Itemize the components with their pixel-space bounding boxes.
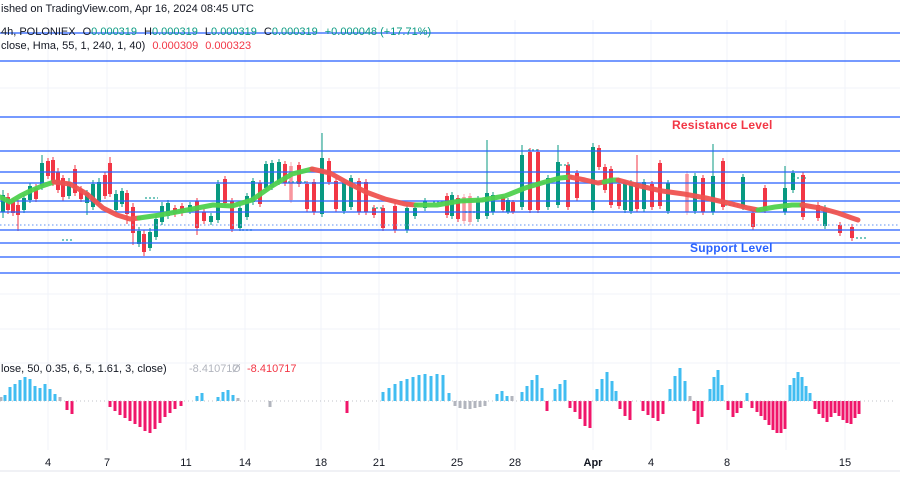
time-axis-tick: 14 (238, 457, 252, 469)
time-axis-tick: 11 (180, 457, 192, 469)
parallel-level-lines[interactable] (0, 32, 900, 274)
hma-indicator-title: close, Hma, 55, 1, 240, 1, 40) (1, 40, 146, 52)
ohlc-open: O0.000319 (82, 26, 138, 38)
publisher-note: ished on TradingView.com, Apr 16, 2024 0… (1, 3, 254, 15)
time-axis-tick: 8 (723, 457, 731, 469)
time-axis[interactable]: 4 7 11 14 18 21 25 28 Apr 4 8 15 (0, 455, 900, 473)
oscillator-value-gray: -8.410717 (189, 363, 239, 375)
hma-value-1: 0.000309 (152, 40, 199, 52)
change-percent: +0.000048 (+17.71%) (324, 26, 432, 38)
time-axis-tick: 15 (838, 457, 852, 469)
close-dash-marks (62, 149, 868, 241)
grid-lines (0, 20, 900, 450)
hma-legend-row[interactable]: close, Hma, 55, 1, 240, 1, 40) 0.000309 … (1, 40, 251, 53)
resistance-level-label[interactable]: Resistance Level (672, 118, 773, 132)
average-symbol: Ø (232, 363, 241, 375)
time-axis-tick: Apr (583, 457, 603, 469)
time-axis-tick: 4 (647, 457, 655, 469)
time-axis-tick: 28 (508, 457, 522, 469)
hma-ribbon (0, 166, 861, 223)
time-axis-tick: 18 (314, 457, 328, 469)
time-axis-tick: 4 (44, 457, 52, 469)
oscillator-histogram (0, 368, 895, 433)
support-level-label[interactable]: Support Level (690, 241, 773, 255)
symbol-interval-exchange: 4h, POLONIEX (1, 26, 76, 38)
hma-value-2: 0.000323 (205, 40, 252, 52)
oscillator-title: lose, 50, 0.35, 6, 5, 1.61, 3, close) (1, 363, 167, 375)
ohlc-high: H0.000319 (144, 26, 198, 38)
oscillator-legend-row[interactable]: lose, 50, 0.35, 6, 5, 1.61, 3, close) -8… (0, 363, 900, 377)
oscillator-value-red: -8.410717 (247, 363, 297, 375)
ohlc-low: L0.000319 (204, 26, 257, 38)
ohlc-close: C0.000319 (263, 26, 318, 38)
symbol-legend-row[interactable]: 4h, POLONIEX O0.000319 H0.000319 L0.0003… (1, 26, 431, 39)
time-axis-tick: 21 (372, 457, 386, 469)
time-axis-tick: 7 (103, 457, 111, 469)
time-axis-tick: 25 (450, 457, 464, 469)
